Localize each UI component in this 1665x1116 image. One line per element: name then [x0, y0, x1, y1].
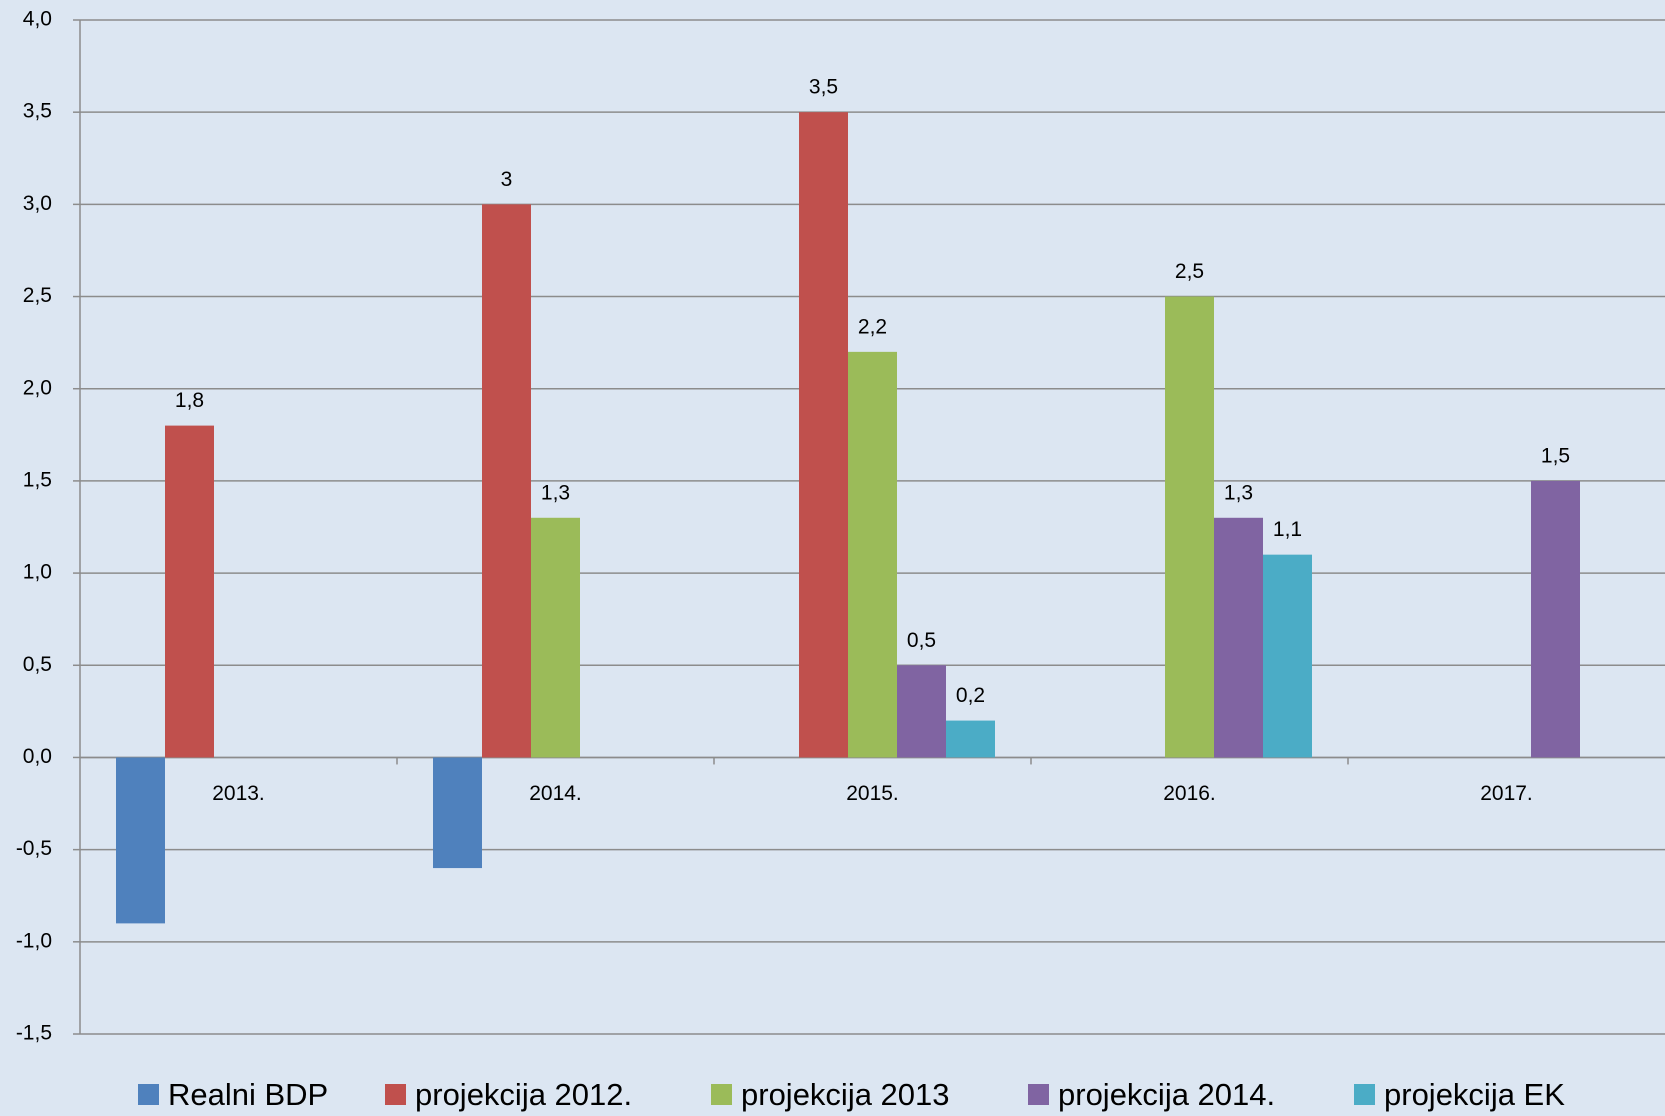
- legend-label: projekcija 2014.: [1058, 1077, 1275, 1112]
- bar: [1165, 296, 1214, 758]
- bar: [482, 204, 531, 758]
- y-tick-label: 3,5: [23, 100, 52, 123]
- bar: [116, 757, 165, 924]
- y-tick-label: 2,0: [23, 376, 52, 399]
- data-label: 0,5: [907, 629, 936, 652]
- y-tick-label: 0,0: [23, 745, 52, 768]
- bar: [1263, 554, 1312, 758]
- data-label: 0,2: [956, 684, 985, 707]
- y-tick-label: -1,5: [16, 1022, 52, 1045]
- legend-swatch: [1028, 1084, 1049, 1105]
- y-tick-label: -0,5: [16, 837, 52, 860]
- bar: [433, 757, 482, 869]
- bar: [799, 112, 848, 758]
- bar: [946, 720, 995, 758]
- legend-swatch: [385, 1084, 406, 1105]
- x-tick-label: 2014.: [529, 782, 582, 805]
- data-label: 1,3: [1224, 481, 1253, 504]
- legend-swatch: [138, 1084, 159, 1105]
- legend-swatch: [1354, 1084, 1375, 1105]
- data-label: 2,5: [1175, 260, 1204, 283]
- y-tick-label: 2,5: [23, 284, 52, 307]
- x-tick-label: 2013.: [212, 782, 265, 805]
- x-tick-label: 2016.: [1163, 782, 1216, 805]
- y-tick-label: 4,0: [23, 8, 52, 31]
- y-tick-label: 1,0: [23, 561, 52, 584]
- bar: [1214, 517, 1263, 758]
- legend-label: projekcija 2012.: [415, 1077, 632, 1112]
- legend-swatch: [711, 1084, 732, 1105]
- legend-label: projekcija 2013: [741, 1077, 950, 1112]
- x-tick-label: 2017.: [1480, 782, 1533, 805]
- data-label: 1,5: [1541, 444, 1570, 467]
- data-label: 3: [501, 168, 513, 191]
- y-tick-label: 3,0: [23, 192, 52, 215]
- data-label: 1,8: [175, 389, 204, 412]
- bar: [165, 425, 214, 758]
- data-label: 2,2: [858, 315, 887, 338]
- legend-label: Realni BDP: [168, 1077, 328, 1112]
- y-tick-label: 1,5: [23, 468, 52, 491]
- bar: [897, 665, 946, 758]
- data-label: 3,5: [809, 76, 838, 99]
- data-label: 1,3: [541, 481, 570, 504]
- bar: [848, 351, 897, 758]
- y-tick-label: -1,0: [16, 929, 52, 952]
- bar: [531, 517, 580, 758]
- bar: [1531, 480, 1580, 758]
- y-tick-label: 0,5: [23, 653, 52, 676]
- data-label: 1,1: [1273, 518, 1302, 541]
- legend-label: projekcija EK: [1384, 1077, 1565, 1112]
- x-tick-label: 2015.: [846, 782, 899, 805]
